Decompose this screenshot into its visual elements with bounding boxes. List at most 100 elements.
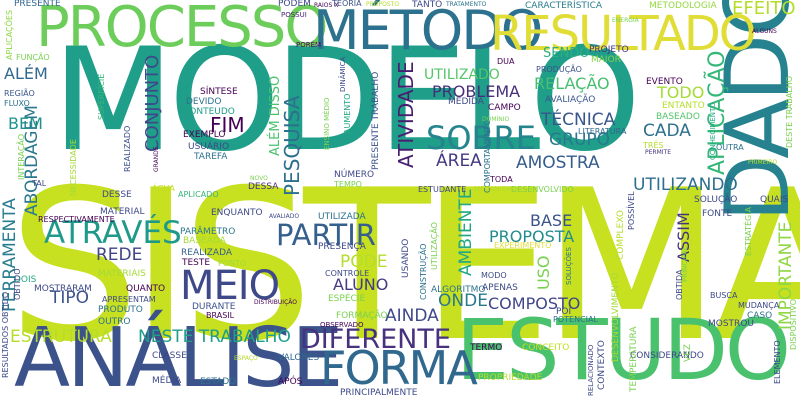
word-tipo: TIPO <box>50 288 90 308</box>
word-tarefa: TAREFA <box>194 152 228 162</box>
word-experimento: EXPERIMENTO <box>494 241 552 250</box>
word-tempo: TEMPO <box>334 180 362 189</box>
word-elemento: ELEMENTO <box>773 340 782 384</box>
word-evento: EVENTO <box>646 77 683 87</box>
word-formacao: FORMAÇÃO <box>336 311 388 321</box>
word-temperatura: TEMPERATURA <box>629 326 639 392</box>
word-enquanto: ENQUANTO <box>211 208 263 218</box>
word-tal: TAL <box>32 179 47 188</box>
word-proposta: PROPOSTA <box>489 227 575 246</box>
word-uso: USO <box>534 255 553 290</box>
word-base: BASE <box>530 211 573 230</box>
word-desenvolvido: DESENVOLVIDO <box>511 185 574 194</box>
word-literatura: LITERATURA <box>578 127 627 136</box>
word-resultados-obtido: RESULTADOS OBTIDO <box>1 291 10 378</box>
word-processo: PROCESSO <box>36 0 328 60</box>
word-construcao: CONSTRUÇÃO <box>419 243 428 300</box>
word-metodologia: METODOLOGIA <box>649 1 717 11</box>
word-podem: PODEM <box>278 0 311 9</box>
word-desenvolvimento: DESENVOLVIMENTO <box>611 272 621 362</box>
word-meio: MEIO <box>180 263 280 309</box>
word-diferente: DIFERENTE <box>300 324 451 355</box>
word-avaliado: AVALIADO <box>269 213 300 220</box>
word-presente-trabalho: PRESENTE TRABALHO <box>371 71 381 170</box>
word-presenca: PRESENÇA <box>318 242 366 252</box>
word-sendo: SENDO <box>543 46 590 61</box>
word-necessidade: NECESSIDADE <box>69 139 78 196</box>
word-relacionado: RELACIONADO <box>587 344 595 396</box>
word-respectivamente: RESPECTIVAMENTE <box>38 215 115 224</box>
word-utilizada: UTILIZADA <box>318 212 366 222</box>
word-neste-trabalho: NESTE TRABALHO <box>138 327 291 347</box>
word-resultado: RESULTADO <box>490 6 757 62</box>
word-conhecimento: CONHECIMENTO <box>709 102 717 160</box>
word-area: ÁREA <box>436 151 482 171</box>
word-obtida: OBTIDA <box>675 269 684 300</box>
word-material: MATERIAL <box>100 207 145 217</box>
word-caso: CASO <box>747 311 773 321</box>
word-primeiro: PRIMEIRO <box>748 159 778 166</box>
word-atraves: ATRAVÉS <box>44 215 182 251</box>
word-problema: PROBLEMA <box>432 82 521 101</box>
word-principalmente: PRINCIPALMENTE <box>340 388 418 398</box>
word-conteudo: CONTEUDO <box>183 107 235 117</box>
word-apos: APÓS <box>278 377 303 387</box>
word-baseado: BASEADO <box>656 112 700 122</box>
word-produto: PRODUTO <box>98 305 143 315</box>
word-fonte: FONTE <box>702 209 733 219</box>
word-tres: TRÊS <box>643 141 664 150</box>
word-proposto: PROPOSTO <box>366 1 400 8</box>
word-utilizado: UTILIZADO <box>424 67 500 83</box>
word-outro: OUTRO <box>98 317 131 327</box>
word-analise: ANÁLISE <box>14 311 343 400</box>
word-superficie: SUPERFÍCIE <box>97 73 106 120</box>
word-parametro: PARÂMETRO <box>180 227 236 237</box>
word-deste-trabalho: DESTE TRABALHO <box>785 75 794 148</box>
word-especie: ESPÉCIE <box>328 294 366 304</box>
word-utilizacao: UTILIZAÇÃO <box>430 222 439 270</box>
word-partir: PARTIR <box>276 218 376 252</box>
word-composto: COMPOSTO <box>488 294 581 313</box>
word-ambiente: AMBIENTE <box>456 188 476 276</box>
word-busca: BUSCA <box>710 291 738 300</box>
word-novo: NOVO <box>250 175 268 182</box>
word-aplicado: APLICADO <box>178 190 219 199</box>
word-raios-x: RAIOS X <box>314 2 339 9</box>
word-observado: OBSERVADO <box>320 321 364 329</box>
word-obtido: OBTIDO <box>13 268 22 301</box>
word-brasil: BRASIL <box>206 311 235 320</box>
word-amostra: AMOSTRA <box>516 153 600 173</box>
word-todo: TODO <box>657 83 705 102</box>
word-teoria: TEORIA <box>332 0 362 8</box>
word-interacao: INTERAÇÃO <box>17 133 26 180</box>
word-modo: MODO <box>481 271 507 280</box>
word-estudante: ESTUDANTE <box>418 185 467 194</box>
word-possivel: POSSÍVEL <box>627 191 636 230</box>
word-classe: CLASSE <box>152 351 187 361</box>
word-relacao: RELAÇÃO <box>534 74 610 93</box>
word-usuario: USUÁRIO <box>188 142 230 152</box>
word-presente: PRESENTE <box>14 0 61 9</box>
word-pesquisa: PESQUISA <box>280 95 304 196</box>
word-alem: ALÉM <box>4 64 48 83</box>
word-cada: CADA <box>643 121 691 141</box>
word-fim: FIM <box>210 113 245 137</box>
word-alem-disso: ALÉM DISSO <box>268 75 283 156</box>
word-avaliacao: AVALIAÇÃO <box>545 95 596 105</box>
word-dessa: DESSA <box>248 182 279 192</box>
word-metodo: MÉTODO <box>313 0 543 62</box>
word-outra: OUTRA <box>716 143 744 152</box>
word-funcao: FUNÇÃO <box>16 53 50 62</box>
word-media: MÉDIA <box>152 376 182 386</box>
word-sistema: SISTEMA <box>8 146 800 388</box>
word-mostraram: MOSTRARAM <box>34 284 92 294</box>
word-mecanismo: MECANISMO <box>474 185 518 193</box>
word-solucoes: SOLUÇÕES <box>565 247 573 285</box>
word-campo: CAMPO <box>488 103 521 113</box>
word-considerando: CONSIDERANDO <box>630 351 704 361</box>
word-onde: ONDE <box>438 291 488 311</box>
word-durante: DURANTE <box>192 302 236 312</box>
word-fluxo: FLUXO <box>4 99 30 108</box>
word-tratamento: TRATAMENTO <box>446 1 487 8</box>
